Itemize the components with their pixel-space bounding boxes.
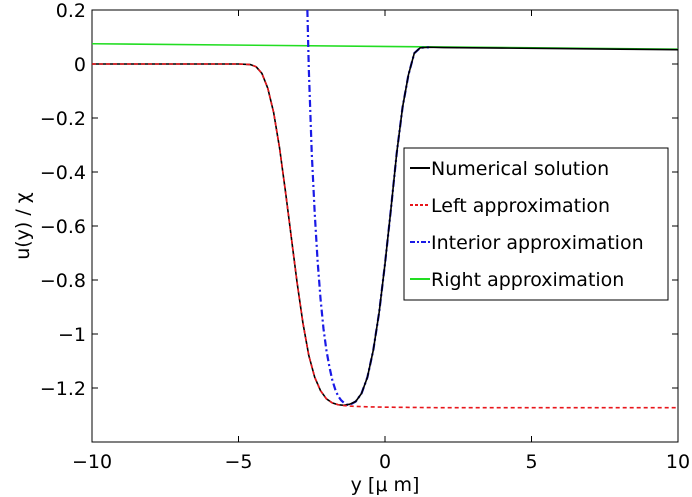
x-tick-label: −5 xyxy=(224,451,252,473)
legend-label: Right approximation xyxy=(431,269,624,291)
x-tick-label: −10 xyxy=(72,451,112,473)
y-tick-label: −0.2 xyxy=(40,108,86,130)
legend-label: Interior approximation xyxy=(431,232,644,254)
y-tick-label: 0.2 xyxy=(56,0,86,22)
legend-label: Left approximation xyxy=(431,195,610,217)
series-line-left-approximation xyxy=(92,63,678,409)
x-tick-label: 0 xyxy=(379,451,391,473)
x-tick-label: 5 xyxy=(525,451,537,473)
x-tick-label: 10 xyxy=(666,451,690,473)
y-tick-label: −0.6 xyxy=(40,216,86,238)
legend-label: Numerical solution xyxy=(431,158,609,180)
y-axis-label: u(y) / χ xyxy=(12,192,34,260)
y-tick-label: 0 xyxy=(74,54,86,76)
legend-box xyxy=(403,147,669,301)
y-tick-label: −0.8 xyxy=(40,270,86,292)
y-tick-label: −1 xyxy=(58,324,86,346)
y-tick-label: −1.2 xyxy=(40,378,86,400)
x-axis-label: y [μ m] xyxy=(351,474,420,496)
y-tick-label: −0.4 xyxy=(40,162,86,184)
